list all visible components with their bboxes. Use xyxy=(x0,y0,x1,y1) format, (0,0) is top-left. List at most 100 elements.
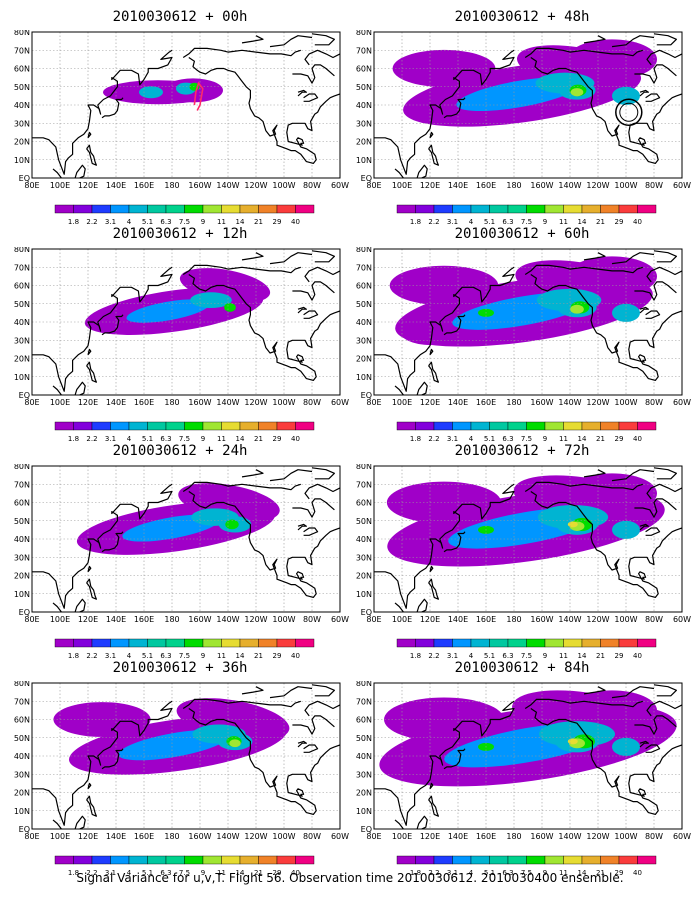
colorbar-swatch xyxy=(600,204,620,214)
colorbar-swatch xyxy=(452,638,472,648)
colorbar-label: 14 xyxy=(236,218,245,226)
colorbar-swatch xyxy=(184,855,204,865)
colorbar: 1.8 2.2 3.1 4 5.1 6.3 7.5 9 11 14 21 29 40 xyxy=(54,638,315,660)
colorbar-label: 7.5 xyxy=(521,218,532,226)
map-panel-3: 2010030612 + 12h 80N 70N 60N 50N 40N 30N 20N 10N… xyxy=(10,225,350,443)
lon-label: 140E xyxy=(448,615,468,624)
colorbar-swatch xyxy=(202,204,222,214)
lat-label: 60N xyxy=(14,716,30,725)
colorbar-label: 3.1 xyxy=(447,652,458,660)
lat-label: 60N xyxy=(14,499,30,508)
lon-label: 160W xyxy=(188,615,211,624)
colorbar-label: 29 xyxy=(273,218,282,226)
colorbar-swatch xyxy=(637,855,657,865)
colorbar-swatch xyxy=(147,855,167,865)
lon-label: 180 xyxy=(506,398,521,407)
colorbar-label: 4 xyxy=(127,435,132,443)
colorbar-swatch xyxy=(165,421,185,431)
colorbar-swatch xyxy=(618,421,638,431)
colorbar-swatch xyxy=(221,421,241,431)
lat-label: 60N xyxy=(356,65,372,74)
lon-label: 140W xyxy=(558,832,581,841)
variance-field xyxy=(379,690,677,787)
lon-label: 140E xyxy=(106,615,126,624)
colorbar-swatch xyxy=(165,638,185,648)
lon-label: 100E xyxy=(50,615,70,624)
lon-label: 120E xyxy=(420,398,440,407)
variance-field xyxy=(103,78,223,105)
lon-label: 180 xyxy=(164,398,179,407)
lon-label: 60W xyxy=(331,398,349,407)
colorbar-label: 2.2 xyxy=(86,652,97,660)
colorbar-label: 5.1 xyxy=(142,435,153,443)
colorbar-label: 1.8 xyxy=(410,218,421,226)
colorbar-label: 1.8 xyxy=(68,869,79,877)
colorbar: 1.8 2.2 3.1 4 5.1 6.3 7.5 9 11 14 21 29 40 xyxy=(54,204,315,226)
colorbar-label: 5.1 xyxy=(484,652,495,660)
colorbar-label: 5.1 xyxy=(142,218,153,226)
lon-label: 180 xyxy=(506,615,521,624)
colorbar-label: 11 xyxy=(217,435,226,443)
lat-label: 50N xyxy=(356,83,372,92)
lat-label: 80N xyxy=(14,464,30,471)
colorbar-swatch xyxy=(415,855,435,865)
lon-label: 80W xyxy=(303,832,321,841)
lon-label: 120W xyxy=(586,181,609,190)
lon-label: 120W xyxy=(244,398,267,407)
lon-label: 80W xyxy=(645,398,663,407)
lon-label: 100E xyxy=(392,398,412,407)
lon-label: 180 xyxy=(164,615,179,624)
colorbar-swatch xyxy=(544,638,564,648)
lon-label: 60W xyxy=(673,832,691,841)
colorbar-label: 21 xyxy=(596,869,605,877)
colorbar-swatch xyxy=(110,421,130,431)
colorbar-swatch xyxy=(563,421,583,431)
colorbar-swatch xyxy=(396,638,416,648)
lat-label: 30N xyxy=(356,770,372,779)
colorbar-swatch xyxy=(396,204,416,214)
colorbar-label: 5.1 xyxy=(484,869,495,877)
lat-label: 70N xyxy=(356,46,372,55)
colorbar-label: 9 xyxy=(201,652,205,660)
lat-label: 70N xyxy=(14,46,30,55)
colorbar-label: 5.1 xyxy=(142,869,153,877)
lat-label: 50N xyxy=(14,517,30,526)
colorbar-swatch xyxy=(526,421,546,431)
colorbar-label: 11 xyxy=(559,652,568,660)
colorbar-label: 11 xyxy=(217,218,226,226)
lon-label: 100W xyxy=(614,832,637,841)
colorbar-label: 7.5 xyxy=(521,435,532,443)
colorbar-swatch xyxy=(54,638,74,648)
colorbar-label: 14 xyxy=(236,869,245,877)
colorbar-swatch xyxy=(54,855,74,865)
panel-title: 2010030612 + 72h xyxy=(454,443,590,459)
colorbar-swatch xyxy=(637,204,657,214)
colorbar-label: 21 xyxy=(596,652,605,660)
variance-field xyxy=(386,473,665,567)
colorbar-label: 40 xyxy=(633,652,642,660)
lat-label: 60N xyxy=(356,282,372,291)
lat-label: 50N xyxy=(356,300,372,309)
lon-label: 120E xyxy=(78,615,98,624)
colorbar-swatch xyxy=(54,421,74,431)
colorbar-swatch xyxy=(637,638,657,648)
lon-label: 80W xyxy=(303,398,321,407)
colorbar-swatch xyxy=(563,855,583,865)
lat-label: 20N xyxy=(14,138,30,147)
colorbar-label: 7.5 xyxy=(179,869,190,877)
lat-label: 10N xyxy=(356,373,372,382)
colorbar-label: 21 xyxy=(254,435,263,443)
colorbar-swatch xyxy=(581,204,601,214)
lat-label: 70N xyxy=(356,263,372,272)
colorbar-swatch xyxy=(239,204,259,214)
lon-label: 100E xyxy=(392,615,412,624)
colorbar-label: 21 xyxy=(254,652,263,660)
variance-field xyxy=(76,483,280,555)
panel-title: 2010030612 + 60h xyxy=(454,226,590,242)
colorbar-label: 4 xyxy=(469,652,474,660)
colorbar-swatch xyxy=(73,204,93,214)
